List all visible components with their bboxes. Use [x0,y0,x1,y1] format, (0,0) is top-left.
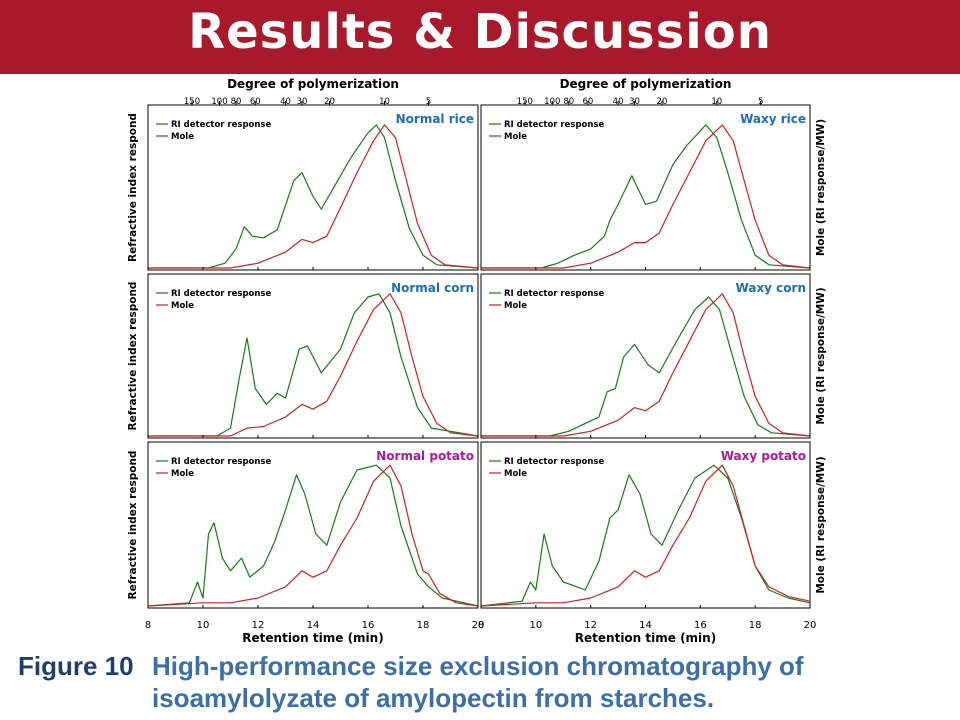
caption-text: High-performance size exclusion chromato… [152,651,804,713]
bottom-axis-tick-label: 20 [804,620,817,631]
right-axis-label: Mole (RI response/MW) [815,119,827,256]
legend-label: RI detector response [171,457,271,467]
top-axis-tick-label: 10 [379,97,390,107]
mole-line [148,124,479,269]
top-axis-tick-label: 100 [211,97,227,107]
top-axis-tick-label: 80 [563,97,574,107]
top-axis-tick-label: 80 [231,97,242,107]
top-axis-tick-label: 40 [280,97,291,107]
mole-line [481,293,811,437]
top-axis-title: Degree of polymerization [227,77,399,91]
top-axis-tick-label: 30 [629,97,640,107]
bottom-axis-tick-label: 14 [639,620,652,631]
left-axis-label: Refractive index respond [127,282,139,431]
bottom-axis-tick-label: 20 [472,620,485,631]
legend-label: Mole [504,301,527,311]
mole-line [147,464,479,607]
legend-label: RI detector response [171,120,271,130]
mole-line [148,293,479,437]
legend-label: RI detector response [504,289,604,299]
top-axis-tick-label: 30 [297,97,308,107]
caption-label: Figure 10 [18,651,134,681]
bottom-axis-tick-label: 8 [145,620,151,631]
top-axis-tick-label: 5 [426,97,431,107]
top-axis-tick-label: 150 [517,97,533,107]
bottom-axis-tick-label: 8 [478,620,484,631]
bottom-axis-tick-label: 18 [417,620,430,631]
mole-line [481,124,811,269]
panel-title: Normal rice [396,112,474,126]
left-axis-label: Refractive index respond [127,113,139,262]
top-axis-tick-label: 60 [250,97,261,107]
top-axis-tick-label: 150 [184,97,200,107]
ri-response-line [481,296,811,437]
mole-line [480,464,811,607]
legend-label: Mole [171,301,194,311]
legend-label: RI detector response [504,120,604,130]
panel-title: Waxy potato [721,449,806,463]
ri-response-line [148,124,479,269]
bottom-axis-tick-label: 18 [749,620,762,631]
bottom-axis-title: Retention time (min) [242,631,383,645]
ri-response-line [147,464,479,607]
bottom-axis-tick-label: 10 [197,620,210,631]
bottom-axis-tick-label: 10 [529,620,542,631]
legend-label: Mole [171,469,194,479]
legend-label: Mole [171,132,194,142]
page-title: Results & Discussion [188,4,772,60]
top-axis-title: Degree of polymerization [560,77,732,91]
ri-response-line [481,124,811,269]
legend-label: RI detector response [171,289,271,299]
bottom-axis-tick-label: 16 [694,620,707,631]
right-axis-label: Mole (RI response/MW) [815,287,827,424]
panel-title: Normal corn [391,281,474,295]
bottom-axis-tick-label: 12 [252,620,265,631]
top-axis-tick-label: 20 [324,97,335,107]
title-banner: Results & Discussion [0,0,960,74]
bottom-axis-title: Retention time (min) [575,631,716,645]
top-axis-tick-label: 60 [583,97,594,107]
legend-label: Mole [504,469,527,479]
panel-title: Waxy rice [740,112,806,126]
legend-label: Mole [504,132,527,142]
top-axis-tick-label: 40 [613,97,624,107]
legend-label: RI detector response [504,457,604,467]
right-axis-label: Mole (RI response/MW) [815,456,827,593]
left-axis-label: Refractive index respond [127,451,139,600]
ri-response-line [148,293,479,437]
top-axis-tick-label: 5 [758,97,763,107]
top-axis-tick-label: 10 [711,97,722,107]
bottom-axis-tick-label: 14 [307,620,320,631]
panel-title: Waxy corn [736,281,806,295]
top-axis-tick-label: 100 [544,97,560,107]
panel-title: Normal potato [376,449,474,463]
bottom-axis-tick-label: 16 [362,620,375,631]
bottom-axis-tick-label: 12 [584,620,597,631]
top-axis-tick-label: 20 [657,97,668,107]
ri-response-line [480,464,811,607]
